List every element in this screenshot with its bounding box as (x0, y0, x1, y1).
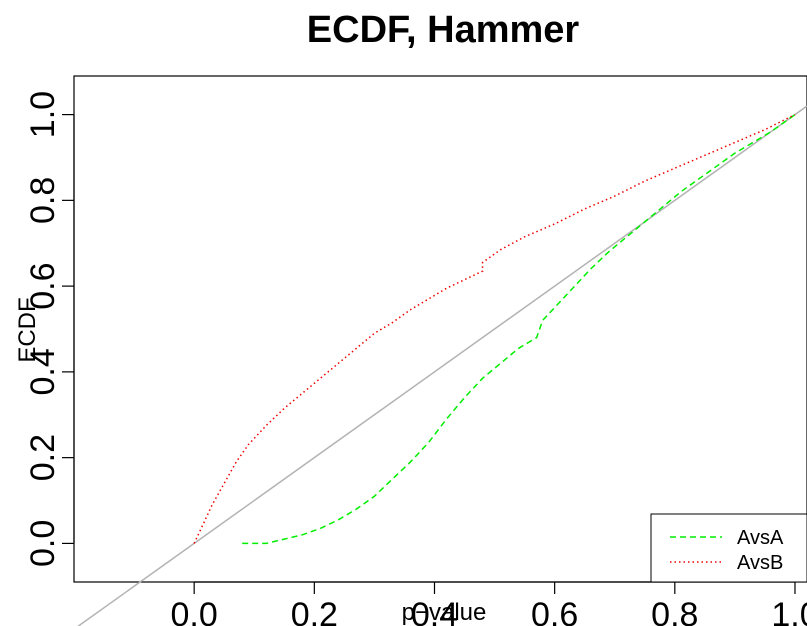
x-tick-label: 0.2 (291, 596, 338, 626)
y-axis: 0.0 0.2 0.4 0.6 0.8 1.0 ECDF (14, 91, 75, 567)
x-tick-label: 0.4 (411, 596, 458, 626)
y-axis-label: ECDF (14, 297, 41, 362)
x-axis-label: p−value (402, 599, 487, 626)
y-tick-label: 1.0 (24, 91, 62, 138)
plot-frame (73, 75, 807, 583)
series-line-avsb (193, 113, 796, 544)
legend-label-avsb: AvsB (737, 552, 783, 574)
chart-title: ECDF, Hammer (307, 9, 580, 51)
legend: AvsA AvsB (650, 513, 807, 583)
y-tick-label: 0.4 (24, 348, 62, 395)
x-tick-label: 0.6 (531, 596, 578, 626)
x-axis: 0.0 0.2 0.4 0.6 0.8 1.0 p−value (171, 581, 807, 626)
x-tick-label: 1.0 (771, 596, 807, 626)
y-tick-label: 0.6 (24, 262, 62, 309)
y-tick-label: 0.2 (24, 434, 62, 481)
y-tick-label: 0.0 (24, 520, 62, 567)
series-line-avsa (242, 113, 796, 545)
reference-diagonal-line (77, 105, 807, 626)
x-tick-label: 0.0 (171, 596, 218, 626)
legend-box (650, 513, 807, 583)
y-tick-label: 0.8 (24, 177, 62, 224)
x-tick-label: 0.8 (651, 596, 698, 626)
legend-label-avsa: AvsA (737, 527, 784, 549)
